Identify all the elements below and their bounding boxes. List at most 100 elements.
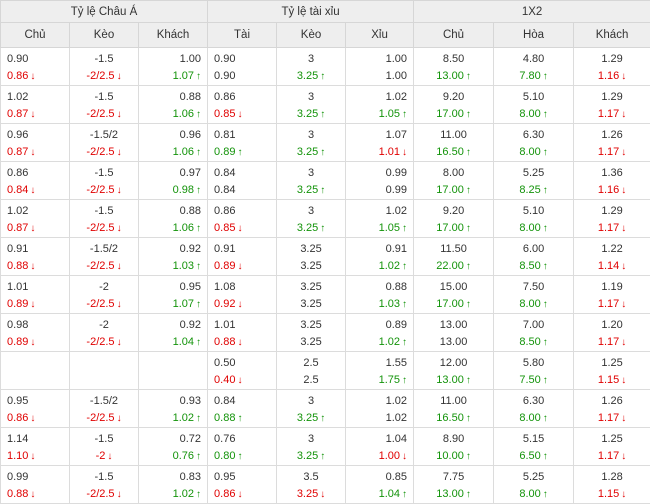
cell-opening-over: 0.91 — [208, 238, 277, 258]
odds-value: 0.85 — [214, 222, 235, 234]
cell-opening-line: 3 — [277, 390, 346, 410]
odds-value: 1.04 — [379, 488, 400, 500]
cell-current-away-win: 1.17↓ — [574, 105, 650, 124]
arrow-up-icon: ↑ — [402, 375, 407, 386]
arrow-down-icon: ↓ — [621, 451, 626, 462]
cell-opening-handicap: -1.5 — [70, 162, 139, 182]
cell-current-line: 3.25↑ — [277, 447, 346, 466]
cell-current-away-win: 1.17↓ — [574, 219, 650, 238]
cell-opening-draw: 4.80 — [494, 48, 574, 68]
cell-opening-away-win: 1.29 — [574, 86, 650, 106]
cell-current-away-win: 1.17↓ — [574, 409, 650, 428]
arrow-up-icon: ↑ — [196, 489, 201, 500]
cell-current-away: 1.03↑ — [139, 257, 208, 276]
cell-current-handicap: -2/2.5↓ — [70, 485, 139, 504]
cell-current-over: 0.89↓ — [208, 257, 277, 276]
cell-current-home: 0.87↓ — [1, 105, 70, 124]
odds-value: 0.86 — [214, 488, 235, 500]
odds-value: -2/2.5 — [86, 488, 114, 500]
odds-value: 7.80 — [519, 70, 540, 82]
cell-opening-away: 0.96 — [139, 124, 208, 144]
header-1x2: 1X2 — [414, 1, 650, 23]
cell-opening-over: 0.81 — [208, 124, 277, 144]
cell-opening-under: 1.04 — [346, 428, 414, 448]
cell-opening-handicap: -1.5/2 — [70, 238, 139, 258]
header-sub-row: Chủ Kèo Khách Tài Kèo Xỉu Chủ Hòa Khách — [1, 23, 650, 48]
cell-current-away-win: 1.17↓ — [574, 447, 650, 466]
cell-current-home: 0.89↓ — [1, 295, 70, 314]
cell-opening-away-win: 1.26 — [574, 390, 650, 410]
cell-opening-away-win: 1.25 — [574, 428, 650, 448]
arrow-down-icon: ↓ — [30, 261, 35, 272]
arrow-up-icon: ↑ — [543, 185, 548, 196]
arrow-up-icon: ↑ — [543, 451, 548, 462]
odds-value: 0.88 — [7, 488, 28, 500]
odds-value: 1.10 — [7, 450, 28, 462]
cell-opening-home: 0.96 — [1, 124, 70, 144]
arrow-down-icon: ↓ — [621, 109, 626, 120]
cell-opening-line: 3.25 — [277, 238, 346, 258]
cell-current-away-win: 1.17↓ — [574, 333, 650, 352]
odds-value: 3.25 — [297, 412, 318, 424]
cell-current-over: 0.88↑ — [208, 409, 277, 428]
odds-value: 1.00 — [379, 450, 400, 462]
arrow-up-icon: ↑ — [402, 489, 407, 500]
cell-current-under: 0.99 — [346, 181, 414, 200]
odds-value: 0.86 — [7, 412, 28, 424]
cell-current-handicap: -2↓ — [70, 447, 139, 466]
arrow-up-icon: ↑ — [402, 337, 407, 348]
arrow-up-icon: ↑ — [466, 185, 471, 196]
cell-current-over: 0.88↓ — [208, 333, 277, 352]
arrow-up-icon: ↑ — [466, 109, 471, 120]
cell-current-home: 0.86↓ — [1, 409, 70, 428]
cell-opening-line: 3 — [277, 86, 346, 106]
odds-value: 13.00 — [436, 374, 464, 386]
table-row-current: 0.87↓-2/2.5↓1.06↑0.89↑3.25↑1.01↓16.50↑8.… — [1, 143, 650, 162]
arrow-up-icon: ↑ — [466, 451, 471, 462]
cell-opening-handicap: -2 — [70, 314, 139, 334]
odds-value: 1.17 — [598, 336, 619, 348]
cell-current-under: 1.05↑ — [346, 105, 414, 124]
arrow-down-icon: ↓ — [30, 299, 35, 310]
cell-opening-under: 0.85 — [346, 466, 414, 486]
odds-value: 13.00 — [436, 488, 464, 500]
cell-opening-home: 0.99 — [1, 466, 70, 486]
odds-value: 1.75 — [379, 374, 400, 386]
cell-opening-away-win: 1.36 — [574, 162, 650, 182]
cell-current-home-win: 17.00↑ — [414, 105, 494, 124]
arrow-up-icon: ↑ — [320, 185, 325, 196]
arrow-up-icon: ↑ — [543, 337, 548, 348]
cell-current-draw: 6.50↑ — [494, 447, 574, 466]
cell-opening-line: 3 — [277, 162, 346, 182]
arrow-down-icon: ↓ — [621, 375, 626, 386]
cell-current-home-win: 13.00↑ — [414, 371, 494, 390]
odds-value: -2/2.5 — [86, 222, 114, 234]
arrow-down-icon: ↓ — [117, 185, 122, 196]
cell-current-under: 1.04↑ — [346, 485, 414, 504]
cell-current-handicap: -2/2.5↓ — [70, 295, 139, 314]
arrow-down-icon: ↓ — [30, 109, 35, 120]
odds-value: 0.89 — [214, 146, 235, 158]
cell-opening-away: 0.92 — [139, 238, 208, 258]
odds-value: 0.99 — [386, 184, 407, 196]
odds-value: 0.87 — [7, 146, 28, 158]
arrow-up-icon: ↑ — [466, 223, 471, 234]
arrow-up-icon: ↑ — [320, 413, 325, 424]
odds-value: 3.25 — [297, 184, 318, 196]
cell-current-draw: 7.50↑ — [494, 371, 574, 390]
cell-opening-home: 1.01 — [1, 276, 70, 296]
cell-current-line: 3.25↑ — [277, 219, 346, 238]
arrow-up-icon: ↑ — [196, 337, 201, 348]
cell-opening-over: 0.86 — [208, 200, 277, 220]
cell-opening-away: 0.88 — [139, 86, 208, 106]
cell-opening-home-win: 8.90 — [414, 428, 494, 448]
odds-value: 13.00 — [436, 70, 464, 82]
cell-current-handicap: -2/2.5↓ — [70, 181, 139, 200]
cell-opening-line: 3 — [277, 124, 346, 144]
